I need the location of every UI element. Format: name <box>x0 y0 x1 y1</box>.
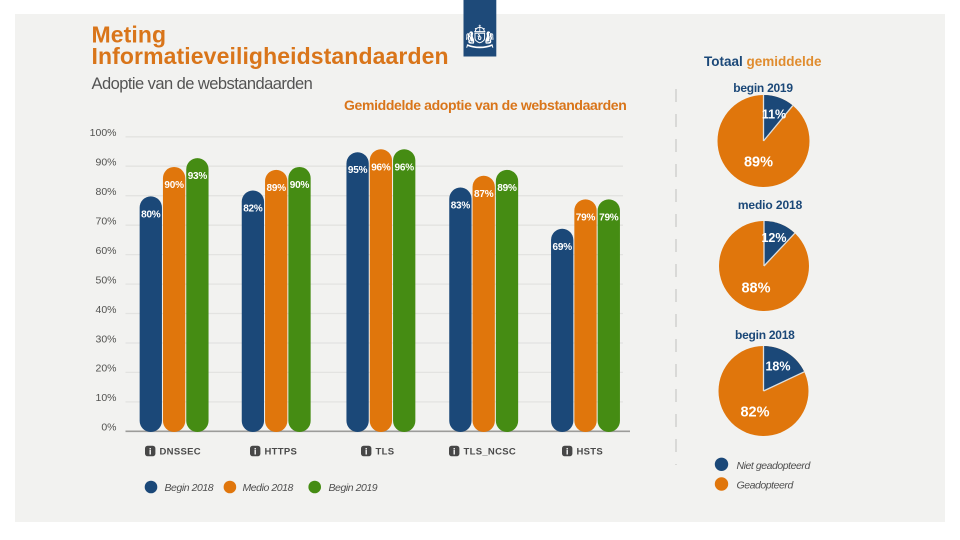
svg-text:88%: 88% <box>741 281 770 297</box>
svg-text:82%: 82% <box>243 204 263 215</box>
svg-text:0%: 0% <box>101 422 116 434</box>
svg-text:50%: 50% <box>95 274 116 286</box>
svg-text:i: i <box>254 446 257 457</box>
svg-text:begin 2019: begin 2019 <box>733 81 793 95</box>
svg-text:90%: 90% <box>290 180 310 191</box>
svg-text:69%: 69% <box>552 242 572 253</box>
svg-text:HSTS: HSTS <box>577 447 604 458</box>
svg-text:95%: 95% <box>348 165 368 176</box>
svg-text:96%: 96% <box>371 162 391 173</box>
svg-text:Meting: Meting <box>92 21 167 47</box>
svg-text:89%: 89% <box>266 183 286 194</box>
svg-text:89%: 89% <box>744 154 773 170</box>
svg-text:30%: 30% <box>95 333 116 345</box>
svg-text:20%: 20% <box>95 363 116 375</box>
svg-text:11%: 11% <box>762 107 786 121</box>
svg-text:93%: 93% <box>188 171 208 182</box>
svg-text:60%: 60% <box>95 245 116 257</box>
svg-text:TLS: TLS <box>376 447 395 458</box>
svg-text:Adoptie van de webstandaarden: Adoptie van de webstandaarden <box>92 75 313 93</box>
svg-text:90%: 90% <box>164 180 184 191</box>
svg-text:i: i <box>566 446 569 457</box>
svg-text:70%: 70% <box>95 216 116 228</box>
svg-text:i: i <box>453 446 456 457</box>
svg-text:Geadopteerd: Geadopteerd <box>737 479 795 491</box>
svg-text:79%: 79% <box>576 212 596 223</box>
svg-text:medio 2018: medio 2018 <box>738 198 803 212</box>
svg-text:DNSSEC: DNSSEC <box>160 447 201 458</box>
svg-text:i: i <box>149 446 152 457</box>
svg-text:18%: 18% <box>765 359 790 373</box>
svg-text:begin 2018: begin 2018 <box>735 328 795 342</box>
svg-text:Niet geadopteerd: Niet geadopteerd <box>737 460 812 472</box>
svg-text:82%: 82% <box>740 404 769 420</box>
svg-text:89%: 89% <box>497 183 517 194</box>
svg-text:i: i <box>365 446 368 457</box>
svg-text:HTTPS: HTTPS <box>265 447 298 458</box>
svg-text:96%: 96% <box>394 162 414 173</box>
svg-text:80%: 80% <box>141 209 161 220</box>
svg-text:Begin 2019: Begin 2019 <box>329 482 378 494</box>
svg-text:80%: 80% <box>95 186 116 198</box>
svg-text:Begin 2018: Begin 2018 <box>165 482 214 494</box>
svg-text:90%: 90% <box>95 157 116 169</box>
svg-text:79%: 79% <box>599 212 619 223</box>
svg-text:12%: 12% <box>761 231 786 245</box>
svg-text:100%: 100% <box>90 127 117 139</box>
svg-text:TLS_NCSC: TLS_NCSC <box>464 447 517 458</box>
svg-text:83%: 83% <box>451 201 471 212</box>
svg-text:10%: 10% <box>95 392 116 404</box>
svg-text:Gemiddelde adoptie van de webs: Gemiddelde adoptie van de webstandaarden <box>344 97 626 113</box>
svg-text:Totaal gemiddelde: Totaal gemiddelde <box>704 54 822 69</box>
svg-text:40%: 40% <box>95 304 116 316</box>
svg-text:Informatieveiligheidstandaarde: Informatieveiligheidstandaarden <box>92 43 449 69</box>
svg-text:Medio 2018: Medio 2018 <box>243 482 294 494</box>
svg-text:87%: 87% <box>474 189 494 200</box>
